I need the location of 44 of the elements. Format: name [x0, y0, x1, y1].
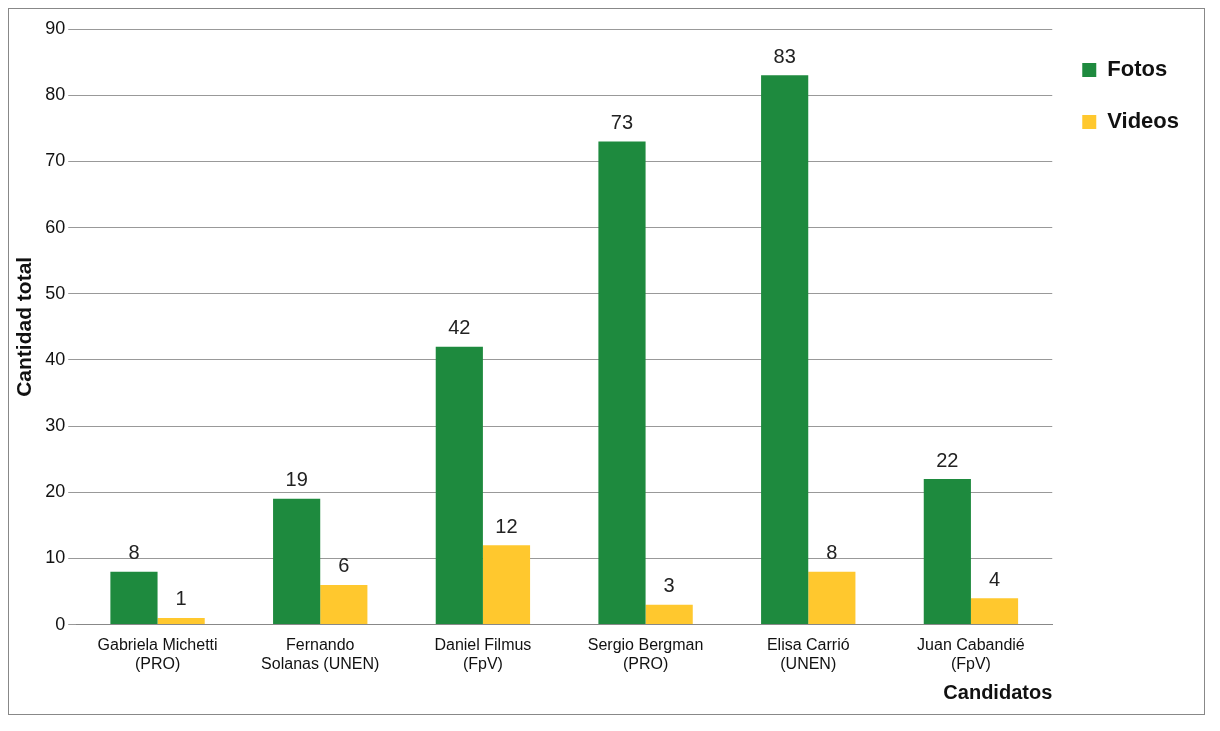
bar	[482, 545, 531, 625]
bar	[435, 346, 483, 625]
data-label: 8	[128, 541, 140, 564]
x-tick-label: Gabriela Michetti (PRO)	[97, 635, 218, 672]
data-label: 42	[448, 316, 471, 339]
bar	[645, 604, 693, 625]
y-tick-label: 50	[45, 282, 66, 303]
bar	[110, 571, 158, 625]
bar	[273, 498, 321, 625]
data-label: 19	[285, 468, 308, 491]
y-tick-label: 60	[45, 216, 66, 237]
bar	[923, 479, 971, 625]
y-tick-label: 20	[45, 481, 66, 502]
bar	[598, 141, 646, 625]
y-tick-label: 90	[45, 17, 66, 38]
data-label: 3	[663, 574, 675, 597]
bar	[970, 598, 1019, 625]
data-label: 73	[610, 111, 634, 134]
y-tick-label: 70	[45, 150, 66, 171]
x-tick-label: Sergio Bergman (PRO)	[587, 635, 704, 672]
y-tick-label: 80	[45, 84, 66, 105]
x-tick-label: Juan Cabandié (FpV)	[917, 635, 1025, 672]
x-tick-label: Fernando Solanas (UNEN)	[261, 635, 380, 672]
y-tick-label: 30	[45, 415, 66, 436]
bar	[320, 584, 368, 625]
y-tick-label: 40	[45, 348, 66, 369]
x-tick-label: Elisa Carrió (UNEN)	[766, 635, 850, 672]
legend-label: Videos	[1107, 108, 1180, 134]
y-axis-title: Cantidad total	[12, 256, 36, 397]
bar	[157, 617, 205, 625]
data-label: 4	[988, 567, 1001, 590]
data-label: 6	[338, 554, 350, 577]
bar	[808, 571, 856, 625]
y-tick-label: 0	[55, 613, 66, 634]
data-label: 1	[175, 587, 187, 610]
x-tick-label: Daniel Filmus (FpV)	[434, 635, 532, 672]
data-label: 8	[826, 541, 838, 564]
data-label: 12	[495, 514, 518, 537]
legend-label: Fotos	[1107, 56, 1168, 82]
data-label: 22	[936, 448, 959, 471]
data-label: 83	[773, 44, 796, 67]
bar	[761, 75, 809, 625]
x-axis-title: Candidatos	[943, 680, 1053, 703]
y-tick-label: 10	[45, 547, 66, 568]
